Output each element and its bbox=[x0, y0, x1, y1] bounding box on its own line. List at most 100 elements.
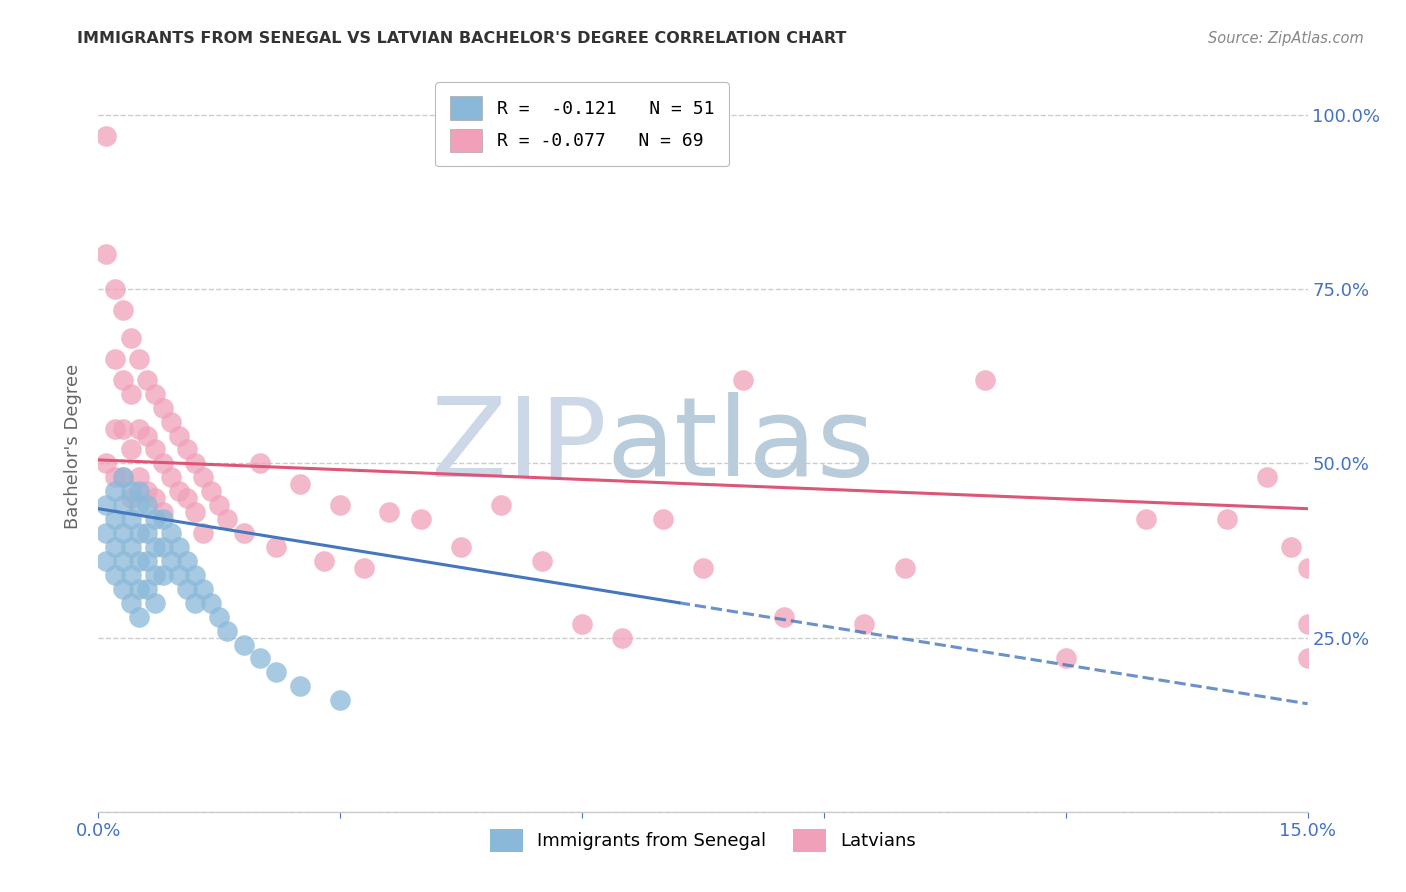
Point bbox=[160, 415, 183, 429]
Point bbox=[264, 665, 287, 680]
Point bbox=[120, 442, 142, 457]
Point bbox=[409, 512, 432, 526]
Point bbox=[103, 282, 125, 296]
Point bbox=[103, 512, 125, 526]
Point bbox=[193, 582, 215, 596]
Point bbox=[111, 582, 134, 596]
Point bbox=[853, 616, 876, 631]
Point bbox=[128, 609, 150, 624]
Point bbox=[152, 567, 174, 582]
Point bbox=[103, 484, 125, 499]
Point bbox=[1296, 616, 1319, 631]
Point bbox=[135, 428, 157, 442]
Point bbox=[571, 616, 593, 631]
Point bbox=[143, 596, 166, 610]
Point bbox=[1296, 651, 1319, 665]
Point bbox=[96, 526, 118, 541]
Point bbox=[103, 567, 125, 582]
Point bbox=[152, 457, 174, 471]
Point bbox=[329, 498, 352, 512]
Point bbox=[120, 596, 142, 610]
Point bbox=[232, 526, 254, 541]
Point bbox=[167, 567, 190, 582]
Point bbox=[176, 554, 198, 568]
Point bbox=[314, 554, 336, 568]
Point bbox=[249, 651, 271, 665]
Point bbox=[288, 477, 311, 491]
Point bbox=[692, 561, 714, 575]
Point bbox=[135, 526, 157, 541]
Point bbox=[893, 561, 915, 575]
Point bbox=[143, 540, 166, 554]
Point bbox=[96, 457, 118, 471]
Point bbox=[651, 512, 673, 526]
Point bbox=[193, 470, 215, 484]
Legend: Immigrants from Senegal, Latvians: Immigrants from Senegal, Latvians bbox=[481, 820, 925, 861]
Point bbox=[111, 421, 134, 435]
Point bbox=[353, 561, 375, 575]
Text: atlas: atlas bbox=[606, 392, 875, 500]
Point bbox=[167, 428, 190, 442]
Point bbox=[120, 540, 142, 554]
Point bbox=[176, 442, 198, 457]
Point bbox=[491, 498, 513, 512]
Point bbox=[974, 373, 997, 387]
Point bbox=[249, 457, 271, 471]
Point bbox=[184, 505, 207, 519]
Point bbox=[120, 386, 142, 401]
Point bbox=[128, 582, 150, 596]
Point bbox=[160, 470, 183, 484]
Point bbox=[135, 484, 157, 499]
Point bbox=[111, 526, 134, 541]
Point bbox=[167, 484, 190, 499]
Point bbox=[128, 484, 150, 499]
Point bbox=[208, 609, 231, 624]
Point bbox=[128, 554, 150, 568]
Point bbox=[377, 505, 399, 519]
Point bbox=[135, 582, 157, 596]
Point bbox=[772, 609, 794, 624]
Point bbox=[184, 457, 207, 471]
Point bbox=[200, 484, 222, 499]
Point bbox=[143, 512, 166, 526]
Point bbox=[96, 247, 118, 261]
Point bbox=[103, 540, 125, 554]
Point bbox=[176, 582, 198, 596]
Point bbox=[232, 638, 254, 652]
Point bbox=[143, 567, 166, 582]
Point bbox=[111, 470, 134, 484]
Point bbox=[103, 351, 125, 366]
Point bbox=[1296, 561, 1319, 575]
Point bbox=[103, 470, 125, 484]
Point bbox=[160, 526, 183, 541]
Point bbox=[103, 421, 125, 435]
Text: IMMIGRANTS FROM SENEGAL VS LATVIAN BACHELOR'S DEGREE CORRELATION CHART: IMMIGRANTS FROM SENEGAL VS LATVIAN BACHE… bbox=[77, 31, 846, 46]
Point bbox=[612, 631, 634, 645]
Point bbox=[1054, 651, 1077, 665]
Point bbox=[217, 624, 239, 638]
Point bbox=[329, 693, 352, 707]
Point bbox=[208, 498, 231, 512]
Point bbox=[111, 470, 134, 484]
Point bbox=[111, 554, 134, 568]
Point bbox=[184, 567, 207, 582]
Point bbox=[184, 596, 207, 610]
Point bbox=[530, 554, 553, 568]
Point bbox=[160, 554, 183, 568]
Point bbox=[288, 679, 311, 693]
Y-axis label: Bachelor's Degree: Bachelor's Degree bbox=[65, 363, 83, 529]
Point bbox=[96, 128, 118, 143]
Point bbox=[120, 331, 142, 345]
Text: ZIP: ZIP bbox=[430, 392, 606, 500]
Point bbox=[152, 505, 174, 519]
Point bbox=[120, 512, 142, 526]
Point bbox=[135, 373, 157, 387]
Point bbox=[143, 442, 166, 457]
Point bbox=[128, 498, 150, 512]
Point bbox=[167, 540, 190, 554]
Point bbox=[200, 596, 222, 610]
Point bbox=[128, 351, 150, 366]
Point bbox=[120, 484, 142, 499]
Point bbox=[264, 540, 287, 554]
Point bbox=[143, 386, 166, 401]
